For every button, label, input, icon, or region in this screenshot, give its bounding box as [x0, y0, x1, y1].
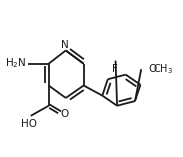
Text: H$_2$N: H$_2$N	[5, 56, 27, 70]
Text: O: O	[148, 64, 156, 74]
Text: O: O	[61, 109, 69, 119]
Text: F: F	[112, 65, 118, 74]
Text: HO: HO	[21, 119, 37, 129]
Text: CH$_3$: CH$_3$	[153, 62, 173, 76]
Text: N: N	[61, 40, 69, 50]
